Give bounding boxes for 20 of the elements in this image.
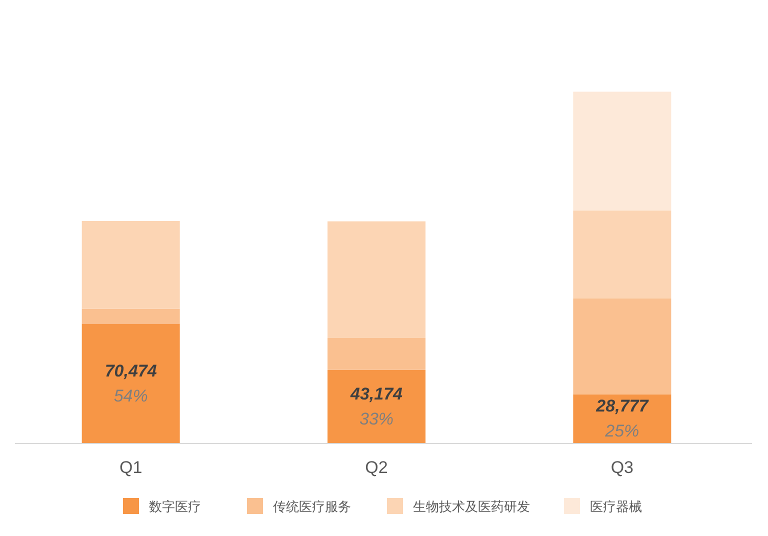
- legend-label: 医疗器械: [590, 499, 642, 514]
- bar: [573, 298, 672, 394]
- data-label: 43,174: [350, 384, 404, 404]
- annotation: 33%: [359, 409, 394, 428]
- bar: [328, 221, 426, 338]
- legend-label: 传统医疗服务: [273, 499, 351, 514]
- bar: [328, 338, 426, 370]
- annotation: 54%: [114, 386, 148, 406]
- x-tick-label: Q3: [610, 458, 634, 477]
- annotation: 25%: [604, 422, 640, 441]
- bar: [82, 308, 180, 324]
- bar: [328, 370, 426, 443]
- bar: [82, 220, 180, 309]
- bar: [82, 324, 180, 443]
- x-tick-label: Q2: [365, 458, 388, 477]
- data-label: 70,474: [104, 361, 158, 380]
- x-tick-label: Q1: [119, 458, 142, 477]
- legend-label: 数字医疗: [149, 499, 201, 514]
- data-label: 28,777: [595, 396, 650, 416]
- legend-label: 生物技术及医药研发: [413, 499, 530, 514]
